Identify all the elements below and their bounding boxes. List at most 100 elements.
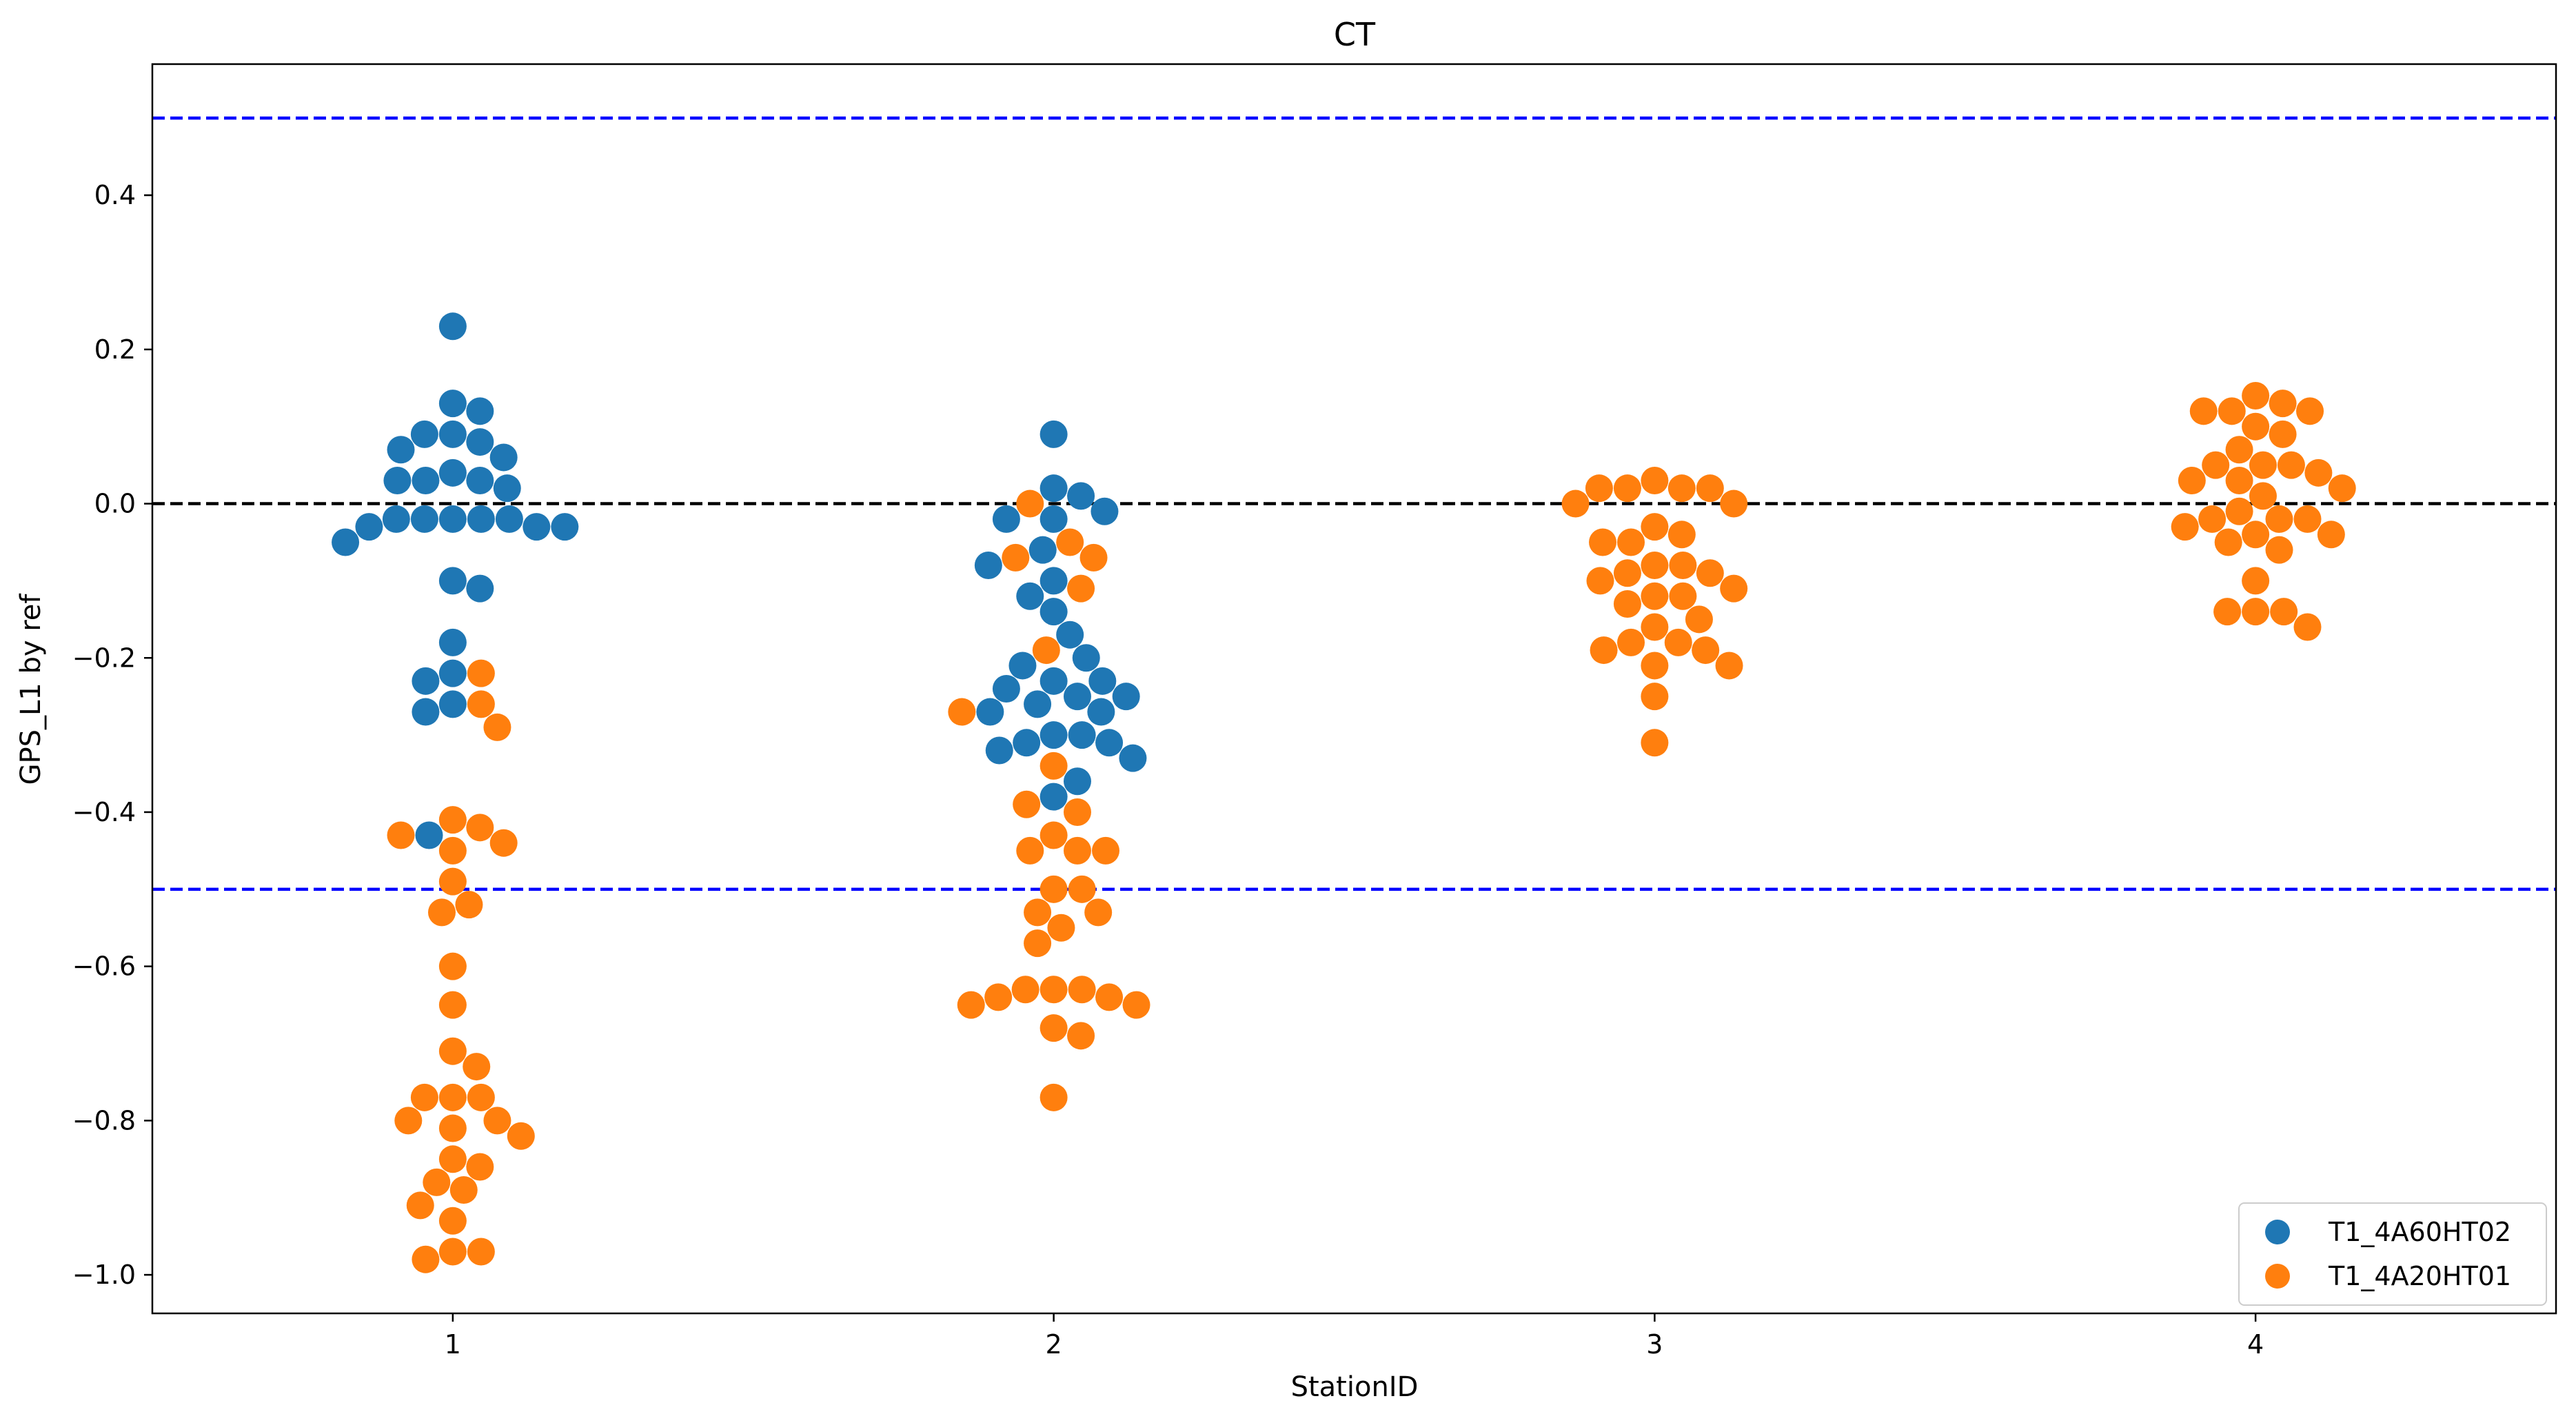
point-t1-4a60ht02 (1013, 729, 1041, 757)
point-t1-4a20ht01 (1039, 976, 1068, 1004)
point-t1-4a20ht01 (984, 983, 1013, 1011)
point-t1-4a20ht01 (2277, 451, 2305, 479)
point-t1-4a60ht02 (1087, 698, 1115, 726)
point-t1-4a60ht02 (1039, 783, 1068, 811)
point-t1-4a60ht02 (1039, 721, 1068, 749)
point-t1-4a20ht01 (1667, 474, 1696, 503)
point-t1-4a20ht01 (1715, 652, 1743, 680)
point-t1-4a20ht01 (2218, 397, 2246, 425)
point-t1-4a20ht01 (2242, 521, 2270, 549)
point-t1-4a20ht01 (2293, 613, 2322, 641)
point-t1-4a60ht02 (1119, 744, 1147, 772)
point-t1-4a20ht01 (1095, 983, 1124, 1011)
point-t1-4a20ht01 (1032, 636, 1060, 665)
point-t1-4a20ht01 (2304, 458, 2333, 487)
point-t1-4a60ht02 (1039, 505, 1068, 533)
point-t1-4a20ht01 (2296, 397, 2324, 425)
point-t1-4a20ht01 (438, 1145, 467, 1173)
point-t1-4a60ht02 (415, 821, 443, 849)
point-t1-4a20ht01 (438, 952, 467, 980)
point-t1-4a60ht02 (410, 505, 438, 533)
point-t1-4a20ht01 (1013, 790, 1041, 818)
point-t1-4a60ht02 (1088, 667, 1117, 695)
point-t1-4a60ht02 (1028, 536, 1057, 564)
point-t1-4a20ht01 (1641, 683, 1669, 711)
point-t1-4a20ht01 (2317, 521, 2345, 549)
point-t1-4a20ht01 (1079, 543, 1108, 572)
point-t1-4a60ht02 (466, 397, 494, 425)
point-t1-4a60ht02 (1068, 721, 1096, 749)
point-t1-4a20ht01 (427, 898, 456, 927)
point-t1-4a60ht02 (438, 628, 467, 656)
point-t1-4a60ht02 (1056, 620, 1084, 649)
point-t1-4a60ht02 (1063, 683, 1091, 711)
point-t1-4a20ht01 (1641, 613, 1669, 641)
point-t1-4a60ht02 (387, 436, 415, 464)
y-tick-label: −0.4 (72, 797, 136, 827)
point-t1-4a60ht02 (493, 474, 521, 503)
y-tick-label: 0.4 (94, 180, 136, 210)
point-t1-4a20ht01 (463, 1053, 491, 1081)
point-t1-4a60ht02 (466, 428, 494, 456)
point-t1-4a20ht01 (1669, 552, 1697, 580)
point-t1-4a20ht01 (2213, 598, 2242, 626)
point-t1-4a20ht01 (1641, 467, 1669, 494)
point-t1-4a20ht01 (467, 690, 495, 718)
point-t1-4a60ht02 (1039, 667, 1068, 695)
point-t1-4a60ht02 (438, 505, 467, 533)
point-t1-4a20ht01 (1641, 582, 1669, 610)
point-t1-4a20ht01 (1002, 543, 1030, 572)
legend-marker (2265, 1220, 2290, 1244)
point-t1-4a20ht01 (1641, 729, 1669, 757)
point-t1-4a20ht01 (1024, 929, 1052, 958)
point-t1-4a20ht01 (1589, 528, 1617, 556)
point-t1-4a60ht02 (466, 467, 494, 494)
point-t1-4a20ht01 (1039, 751, 1068, 780)
point-t1-4a20ht01 (438, 1114, 467, 1142)
point-t1-4a20ht01 (1586, 567, 1614, 595)
y-tick-label: 0.2 (94, 334, 136, 365)
point-t1-4a20ht01 (2293, 505, 2322, 533)
point-t1-4a20ht01 (438, 1207, 467, 1235)
point-t1-4a60ht02 (1039, 420, 1068, 448)
point-t1-4a60ht02 (438, 420, 467, 448)
plot-frame (151, 63, 2557, 1315)
point-t1-4a20ht01 (387, 821, 415, 849)
legend-label: T1_4A60HT02 (2328, 1217, 2511, 1247)
point-t1-4a20ht01 (483, 1107, 511, 1135)
legend-marker (2265, 1264, 2290, 1289)
point-t1-4a20ht01 (466, 814, 494, 842)
point-t1-4a20ht01 (1617, 528, 1645, 556)
point-t1-4a20ht01 (2202, 451, 2230, 479)
y-tick-label: −0.2 (72, 643, 136, 673)
point-t1-4a60ht02 (412, 467, 440, 494)
x-tick-label: 4 (2247, 1329, 2264, 1360)
point-t1-4a20ht01 (2269, 420, 2297, 448)
point-t1-4a60ht02 (438, 312, 467, 341)
point-t1-4a60ht02 (410, 420, 438, 448)
point-t1-4a20ht01 (410, 1083, 438, 1111)
point-t1-4a60ht02 (985, 736, 1013, 765)
point-t1-4a20ht01 (406, 1191, 434, 1220)
point-t1-4a60ht02 (495, 505, 523, 533)
point-t1-4a60ht02 (1067, 482, 1095, 510)
point-t1-4a20ht01 (507, 1122, 535, 1150)
point-t1-4a20ht01 (1039, 1083, 1068, 1111)
point-t1-4a60ht02 (974, 552, 1002, 580)
point-t1-4a20ht01 (1641, 652, 1669, 680)
point-t1-4a60ht02 (1024, 690, 1052, 718)
point-t1-4a20ht01 (1561, 490, 1590, 518)
y-tick-label: −0.6 (72, 951, 136, 982)
point-t1-4a60ht02 (332, 528, 360, 556)
point-t1-4a20ht01 (1016, 490, 1044, 518)
point-t1-4a20ht01 (2225, 497, 2253, 525)
point-t1-4a20ht01 (483, 713, 511, 741)
point-t1-4a20ht01 (1590, 636, 1618, 665)
point-t1-4a20ht01 (394, 1107, 423, 1135)
point-t1-4a60ht02 (1072, 644, 1100, 672)
point-t1-4a20ht01 (1692, 636, 1720, 665)
x-axis-ticks: 1 2 3 4 (445, 1313, 2264, 1360)
legend-box (2238, 1202, 2547, 1306)
point-t1-4a20ht01 (1068, 976, 1096, 1004)
